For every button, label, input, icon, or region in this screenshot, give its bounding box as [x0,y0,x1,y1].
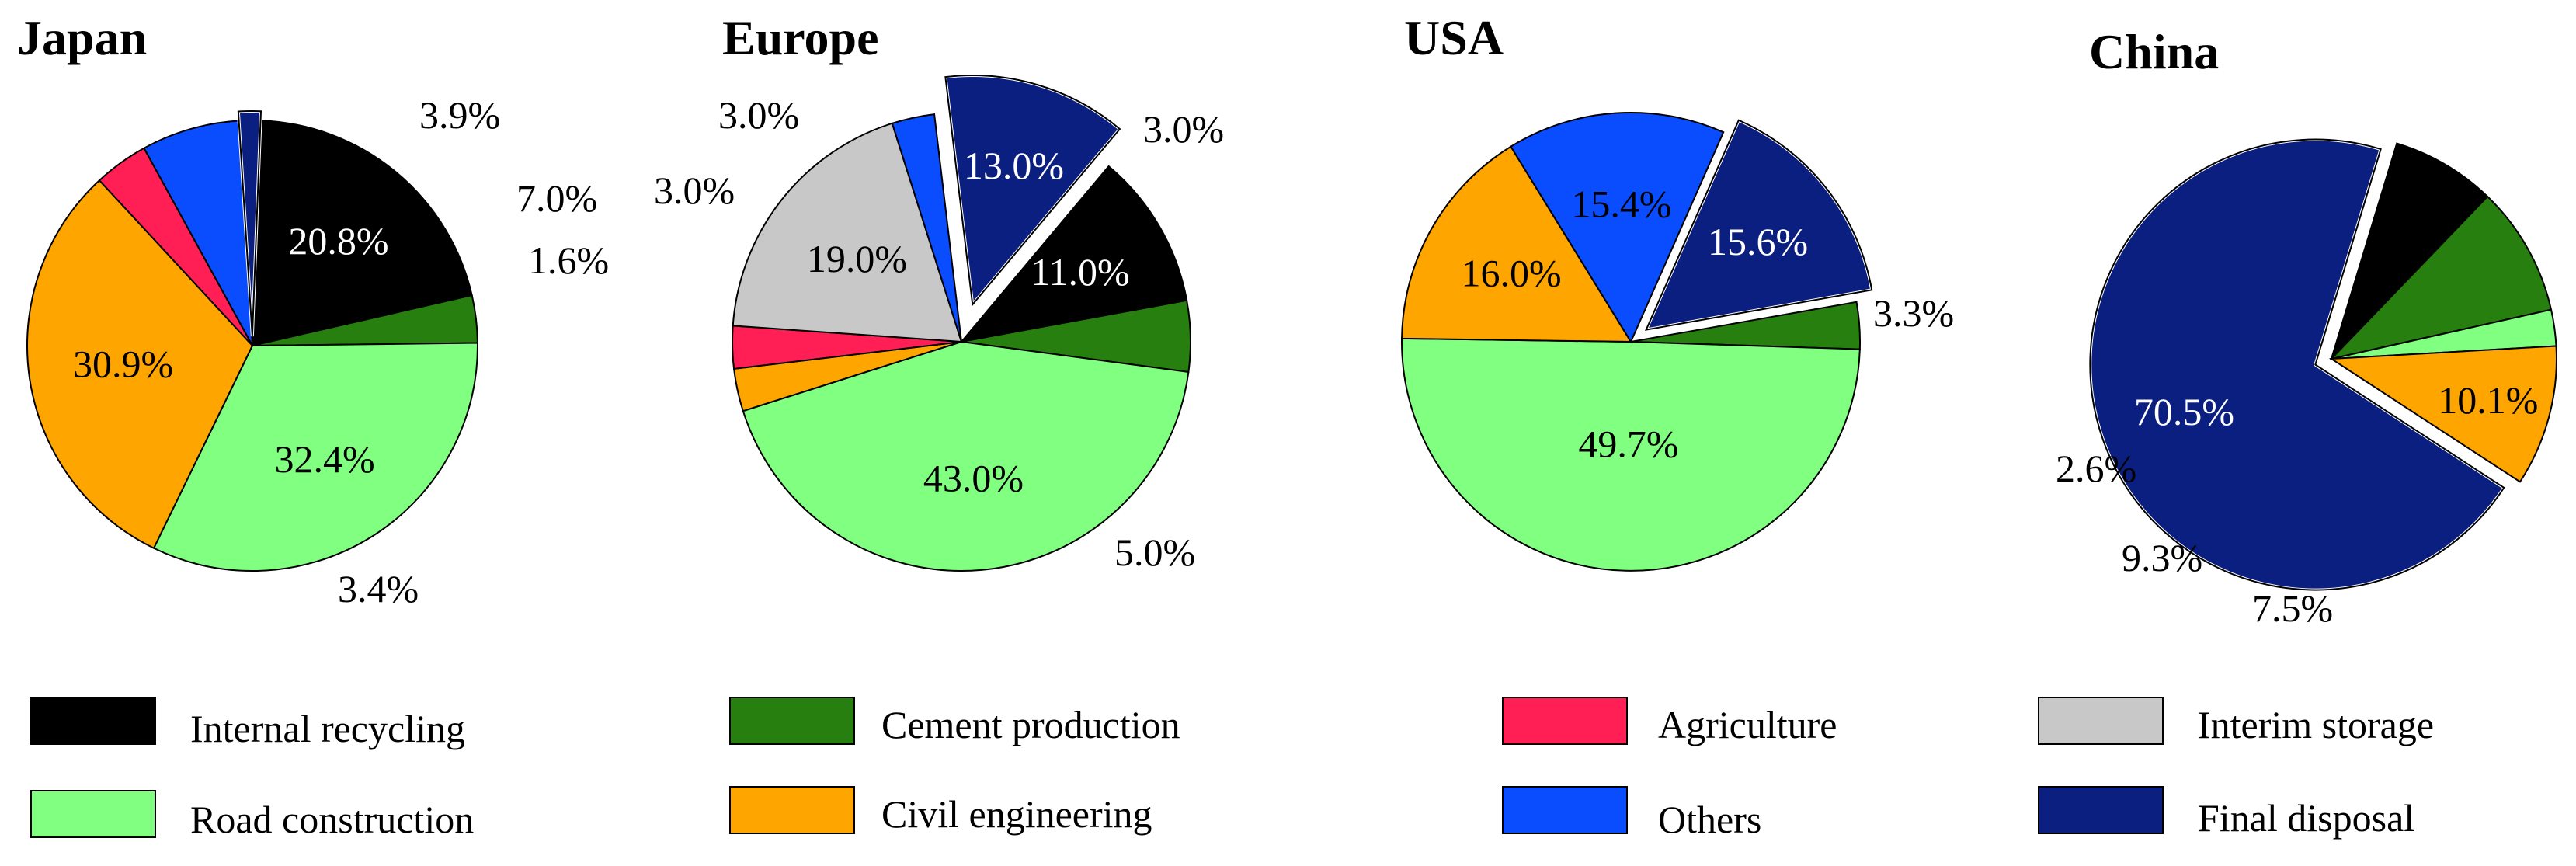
slice-usa-civil-engineering [1401,145,1632,343]
pie-europe: Europe 11.0% 5.0% 43.0% 3.0% 3.0% 19.0% 3.0% 13… [654,10,1224,574]
slice-label-europe-civil-engineering: 3.0% [654,169,735,212]
slices-china: 70.5% 7.5% 9.3% 2.6% 10.1% [2056,137,2557,630]
legend-item-final-disposal: Final disposal [2038,786,2414,840]
slice-china-cement-production [2328,195,2553,360]
slice-europe-others [891,113,962,343]
slice-outline-europe-final-disposal [944,75,1121,307]
slice-europe-road-construction [742,340,1190,572]
legend: Internal recycling Road construction Cem… [30,697,2434,841]
legend-label-agriculture: Agriculture [1658,703,1837,746]
slice-japan-others [143,120,253,346]
slices-europe: 11.0% 5.0% 43.0% 3.0% 3.0% 19.0% 3.0% 13.0% [654,74,1224,574]
slice-europe-interim-storage [732,122,963,343]
slice-label-japan-others: 7.0% [516,176,597,220]
pie-china: China 70.5% 7.5% 9.3% 2.6% 10.1% [2056,24,2557,630]
legend-item-interim-storage: Interim storage [2038,697,2434,746]
slices-usa: 3.3% 49.7% 16.0%15.4% 15.6% [1401,112,1954,572]
slice-label-china-internal-recycling: 7.5% [2252,586,2333,630]
slice-label-china-cement-production: 9.3% [2122,536,2202,579]
slice-label-europe-cement-production: 5.0% [1114,530,1195,574]
legend-item-civil-engineering: Civil engineering [729,786,1152,836]
slice-label-japan-agriculture: 3.9% [419,93,500,137]
legend-swatch-agriculture [1502,697,1628,745]
slice-label-europe-agriculture: 3.0% [718,93,799,137]
slice-label-europe-internal-recycling: 11.0% [1031,250,1129,294]
slice-china-civil-engineering [2328,345,2557,483]
slice-label-china-civil-engineering: 10.1% [2438,378,2538,422]
chart-title-japan: Japan [17,10,147,65]
slice-label-japan-final-disposal: 1.6% [528,238,609,282]
slice-label-japan-internal-recycling: 20.8% [288,219,388,263]
slice-usa-road-construction [1401,337,1861,572]
slice-label-china-road-construction: 2.6% [2056,447,2136,490]
chart-title-europe: Europe [722,10,879,65]
legend-swatch-road-construction [30,790,156,838]
legend-swatch-others [1502,786,1628,834]
slice-label-europe-final-disposal: 13.0% [964,144,1064,187]
legend-item-others: Others [1502,786,1761,841]
legend-label-road-construction: Road construction [190,798,474,841]
pie-japan: Japan 20.8% 3.4% 32.4% 30.9% 3.9% 7.0% 1.6% [17,10,609,610]
slice-usa-others [1510,112,1725,344]
slice-outline-japan-final-disposal [237,110,262,337]
chart-title-china: China [2089,24,2219,79]
slice-label-china-final-disposal: 70.5% [2134,390,2234,433]
slice-label-usa-civil-engineering: 16.0% [1462,252,1562,295]
slice-label-japan-civil-engineering: 30.9% [73,343,173,386]
legend-label-internal-recycling: Internal recycling [190,707,465,750]
legend-item-internal-recycling: Internal recycling [30,697,465,750]
slice-label-usa-road-construction: 49.7% [1578,423,1678,466]
legend-label-others: Others [1658,798,1761,841]
slice-outline-usa-final-disposal [1645,119,1873,331]
slice-japan-internal-recycling [251,120,473,347]
slice-label-japan-road-construction: 32.4% [275,437,375,481]
chart-title-usa: USA [1404,10,1504,65]
legend-swatch-internal-recycling [30,697,156,745]
pie-usa: USA 3.3% 49.7% 16.0%15.4% 15.6% [1401,10,1954,572]
slice-europe-internal-recycling [959,165,1188,343]
slice-label-europe-interim-storage: 19.0% [807,237,907,280]
slices-japan: 20.8% 3.4% 32.4% 30.9% 3.9% 7.0% 1.6% [26,93,609,610]
slice-label-usa-final-disposal: 15.6% [1708,220,1808,263]
legend-swatch-interim-storage [2038,697,2164,745]
legend-swatch-cement-production [729,697,855,745]
legend-label-cement-production: Cement production [881,703,1180,746]
slice-japan-civil-engineering [26,179,254,550]
legend-swatch-final-disposal [2038,786,2164,834]
legend-item-road-construction: Road construction [30,790,474,841]
legend-label-civil-engineering: Civil engineering [881,792,1152,836]
slice-label-europe-road-construction: 43.0% [923,456,1024,499]
slice-outline-china-final-disposal [2089,138,2505,591]
slice-label-europe-others: 3.0% [1143,107,1224,151]
slice-label-usa-others: 15.4% [1571,182,1671,225]
slice-label-usa-cement-production: 3.3% [1873,291,1954,335]
legend-item-cement-production: Cement production [729,697,1180,746]
legend-item-agriculture: Agriculture [1502,697,1837,746]
slice-china-internal-recycling [2331,142,2489,360]
legend-swatch-civil-engineering [729,786,855,834]
slice-label-japan-cement-production: 3.4% [338,567,419,610]
slice-japan-road-construction [152,342,478,572]
legend-label-interim-storage: Interim storage [2198,703,2434,746]
legend-label-final-disposal: Final disposal [2198,796,2414,840]
